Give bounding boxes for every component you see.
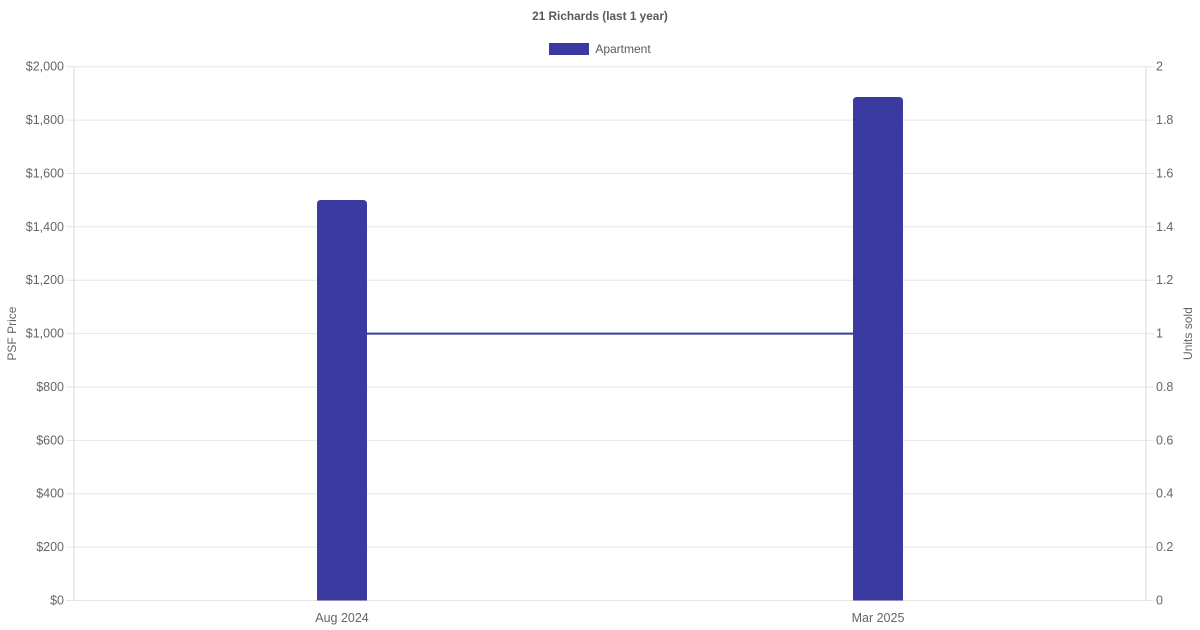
- svg-text:$200: $200: [36, 540, 64, 554]
- svg-text:$1,600: $1,600: [26, 167, 64, 181]
- svg-text:PSF Price: PSF Price: [5, 306, 19, 360]
- svg-text:0.2: 0.2: [1156, 540, 1173, 554]
- svg-text:1.4: 1.4: [1156, 220, 1173, 234]
- svg-text:1.8: 1.8: [1156, 113, 1173, 127]
- svg-text:2: 2: [1156, 60, 1163, 74]
- svg-text:0.6: 0.6: [1156, 433, 1173, 447]
- svg-text:$800: $800: [36, 380, 64, 394]
- svg-text:$400: $400: [36, 487, 64, 501]
- svg-text:1.2: 1.2: [1156, 273, 1173, 287]
- svg-text:0.8: 0.8: [1156, 380, 1173, 394]
- svg-text:$1,200: $1,200: [26, 273, 64, 287]
- svg-text:$600: $600: [36, 433, 64, 447]
- svg-text:1.6: 1.6: [1156, 167, 1173, 181]
- svg-text:Mar 2025: Mar 2025: [852, 611, 905, 625]
- svg-text:$1,400: $1,400: [26, 220, 64, 234]
- svg-text:Units sold: Units sold: [1181, 307, 1195, 360]
- svg-text:Aug 2024: Aug 2024: [315, 611, 369, 625]
- svg-text:0.4: 0.4: [1156, 487, 1173, 501]
- svg-text:$2,000: $2,000: [26, 60, 64, 74]
- svg-text:$0: $0: [50, 594, 64, 608]
- svg-text:0: 0: [1156, 594, 1163, 608]
- svg-text:$1,000: $1,000: [26, 327, 64, 341]
- svg-text:$1,800: $1,800: [26, 113, 64, 127]
- svg-text:1: 1: [1156, 327, 1163, 341]
